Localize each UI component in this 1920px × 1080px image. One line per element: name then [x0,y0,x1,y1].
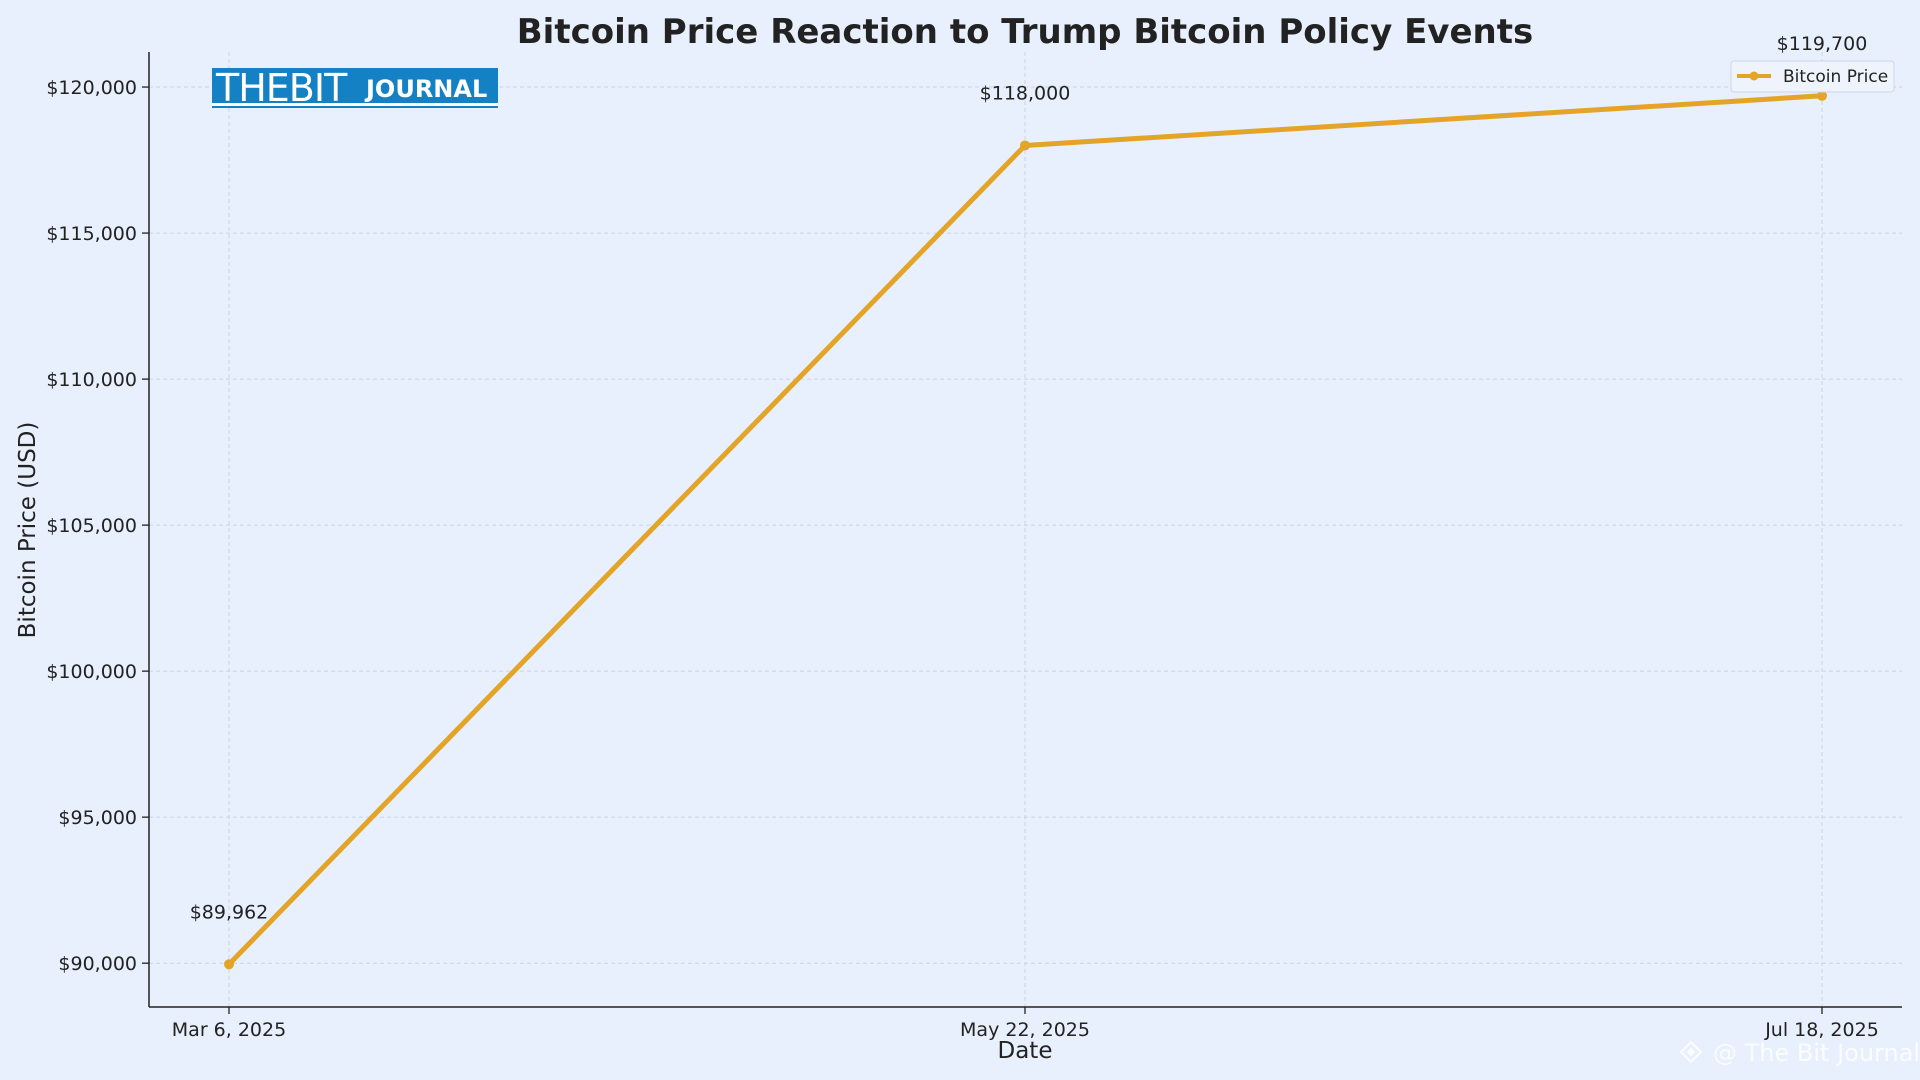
grid-lines [149,52,1902,1007]
data-labels: $89,962 $118,000 $119,700 [190,33,1868,923]
y-tick-label: $100,000 [46,661,137,683]
watermark: @ The Bit Journal [1679,1039,1920,1067]
logo-text-main: THEBIT [215,66,348,110]
x-tick-labels: Mar 6, 2025 May 22, 2025 Jul 18, 2025 [172,1019,1879,1041]
y-tick-label: $90,000 [58,953,137,975]
data-label: $89,962 [190,901,269,923]
x-tick-label: May 22, 2025 [960,1019,1090,1041]
y-axis-label: Bitcoin Price (USD) [15,422,41,639]
y-tick-label: $110,000 [46,369,137,391]
logo-background [212,68,498,108]
data-label: $118,000 [980,82,1071,104]
thebit-journal-logo: THEBIT JOURNAL [212,66,498,110]
legend: Bitcoin Price [1730,60,1895,93]
logo-text-sub: JOURNAL [364,75,487,103]
legend-point-marker [1749,71,1759,81]
y-tick-labels: $90,000 $95,000 $100,000 $105,000 $110,000 $1… [46,77,137,975]
y-tick-label: $120,000 [46,77,137,99]
data-point [1020,140,1030,151]
watermark-text: @ The Bit Journal [1713,1039,1920,1067]
x-tick-label: Mar 6, 2025 [172,1019,286,1041]
y-tick-label: $95,000 [58,807,137,829]
x-axis-label: Date [998,1038,1053,1064]
series-layer [224,90,1827,970]
binance-diamond-icon [1679,1040,1703,1064]
chart-title: Bitcoin Price Reaction to Trump Bitcoin … [517,12,1533,52]
data-point [224,959,234,970]
legend-box [1730,60,1895,93]
legend-entry-bitcoin-price: Bitcoin Price [1783,67,1888,87]
y-tick-label: $115,000 [46,223,137,245]
logo-underline [212,103,498,106]
data-point [1817,90,1827,101]
x-tick-label: Jul 18, 2025 [1764,1019,1879,1041]
axes [142,52,1902,1014]
y-tick-label: $105,000 [46,515,137,537]
data-label: $119,700 [1777,33,1868,55]
